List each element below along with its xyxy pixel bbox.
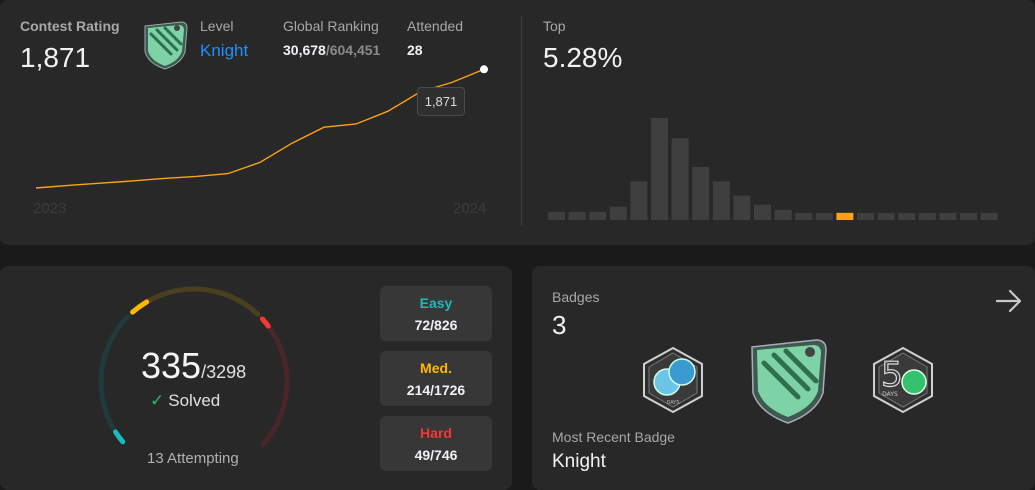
- card-divider: [521, 16, 522, 226]
- svg-text:5: 5: [881, 355, 903, 395]
- top-percent-value: 5.28%: [543, 42, 623, 73]
- total-problems: /3298: [201, 362, 247, 382]
- solved-number: 335: [141, 345, 202, 386]
- most-recent-badge-label: Most Recent Badge: [552, 429, 675, 445]
- distribution-bar[interactable]: [671, 138, 689, 220]
- level-value: Knight: [200, 41, 249, 60]
- distribution-bar[interactable]: [918, 212, 936, 220]
- distribution-bar[interactable]: [712, 181, 730, 220]
- global-ranking-value: 30,678/604,451: [283, 42, 381, 58]
- global-ranking-label: Global Ranking: [283, 18, 379, 34]
- top-label: Top: [543, 18, 566, 34]
- distribution-bar[interactable]: [795, 212, 813, 220]
- rating-distribution-chart[interactable]: [0, 0, 1035, 245]
- rating-series-line: [35, 68, 485, 189]
- distribution-bar[interactable]: [651, 118, 668, 220]
- medium-count: 214/1726: [406, 382, 466, 398]
- svg-text:DAYS: DAYS: [882, 391, 898, 398]
- distribution-bar[interactable]: [754, 204, 771, 220]
- medium-progress-arc: [130, 299, 150, 315]
- distribution-bar[interactable]: [692, 166, 710, 220]
- days-badge-icon[interactable]: DAYS: [640, 346, 706, 414]
- medium-label: Med.: [420, 360, 452, 376]
- rating-current-point[interactable]: [480, 65, 488, 74]
- distribution-bar[interactable]: [733, 195, 751, 220]
- distribution-bar[interactable]: [568, 211, 586, 220]
- attended-label: Attended: [407, 18, 464, 34]
- solved-progress-ring[interactable]: [0, 266, 380, 490]
- medium-track-arc: [130, 286, 261, 317]
- distribution-bar[interactable]: [960, 212, 977, 220]
- most-recent-badge-value: Knight: [552, 451, 606, 472]
- attended-value: 28: [407, 42, 423, 58]
- distribution-bar[interactable]: [609, 206, 627, 220]
- hard-label: Hard: [420, 425, 452, 441]
- knight-badge-icon: [144, 21, 188, 70]
- medium-stat-box[interactable]: Med. 214/1726: [380, 351, 492, 406]
- badges-label: Badges: [552, 289, 600, 305]
- rating-tooltip: 1,871: [417, 87, 465, 116]
- hard-track-arc: [259, 316, 290, 447]
- badges-count: 3: [552, 310, 567, 340]
- distribution-bar[interactable]: [589, 211, 607, 220]
- rating-line-chart[interactable]: [0, 0, 520, 245]
- level-label: Level: [200, 18, 234, 34]
- easy-progress-arc: [113, 429, 126, 445]
- hard-stat-box[interactable]: Hard 49/746: [380, 416, 492, 471]
- distribution-bar-current[interactable]: [836, 212, 854, 220]
- distribution-bar[interactable]: [857, 212, 874, 220]
- svg-text:DAYS: DAYS: [666, 400, 679, 406]
- attempting-count: 13 Attempting: [147, 450, 239, 467]
- distribution-bar[interactable]: [939, 212, 957, 220]
- easy-label: Easy: [419, 295, 453, 311]
- distribution-bar[interactable]: [774, 209, 792, 220]
- hard-count: 49/746: [414, 447, 458, 463]
- distribution-bar[interactable]: [630, 181, 648, 220]
- check-icon: ✓: [150, 391, 165, 410]
- distribution-bar[interactable]: [815, 212, 833, 220]
- knight-large-badge-icon[interactable]: [746, 337, 830, 425]
- contest-rating-value: 1,871: [20, 42, 91, 73]
- hard-progress-arc: [259, 316, 271, 329]
- easy-track-arc: [98, 314, 131, 445]
- distribution-bar[interactable]: [548, 211, 565, 220]
- contest-rating-label: Contest Rating: [20, 18, 120, 34]
- year-start-label: 2023: [33, 200, 67, 217]
- contest-rating-card: Contest Rating 1,871 Level Knight Global…: [0, 0, 1035, 245]
- easy-count: 72/826: [414, 317, 458, 333]
- arrow-right-icon[interactable]: [994, 286, 1024, 316]
- distribution-bar[interactable]: [980, 212, 998, 220]
- distribution-bar[interactable]: [898, 212, 916, 220]
- solved-label: ✓ Solved: [150, 391, 221, 410]
- year-end-label: 2024: [453, 200, 487, 217]
- solved-count: 335/3298: [141, 345, 246, 387]
- distribution-bar[interactable]: [877, 212, 895, 220]
- easy-stat-box[interactable]: Easy 72/826: [380, 286, 492, 341]
- fifty-days-badge-icon[interactable]: 5 DAYS: [870, 346, 936, 414]
